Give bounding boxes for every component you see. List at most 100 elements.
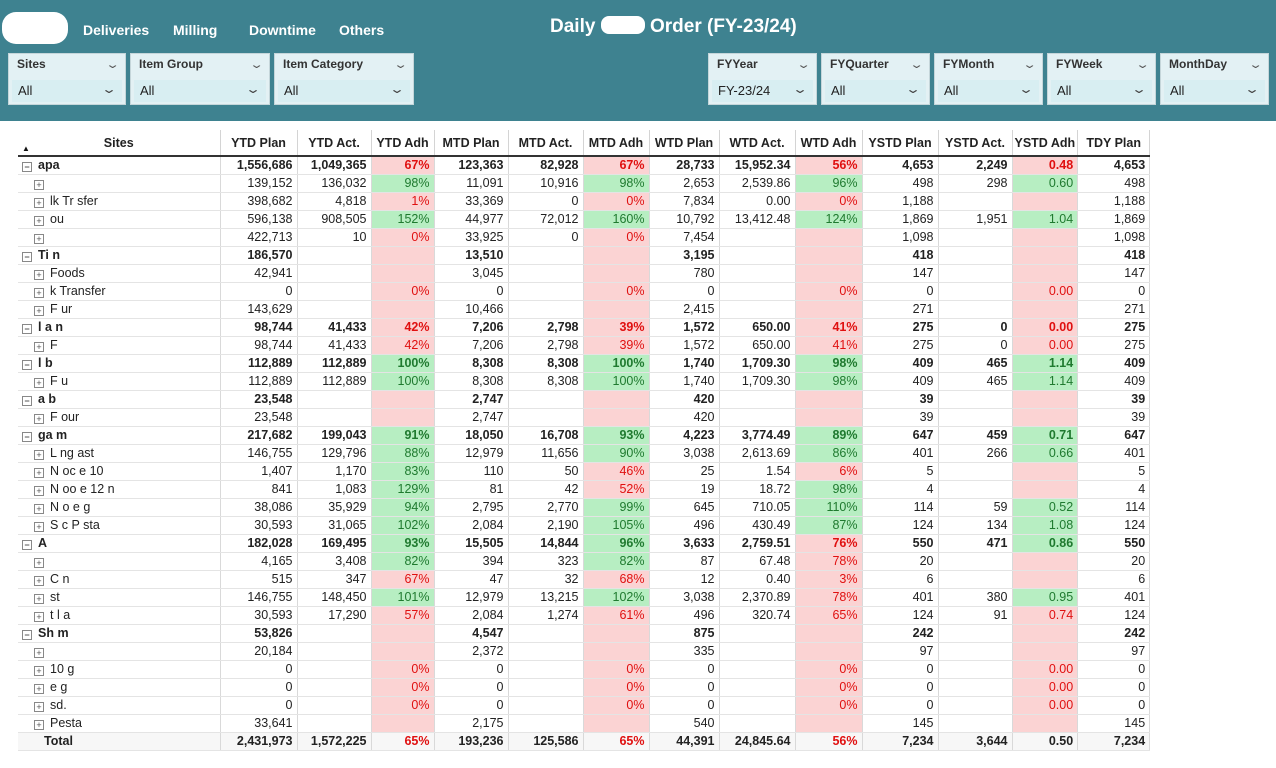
table-row-item[interactable]: +20,184 2,372 335 97 97: [18, 642, 1151, 661]
slicer-fy-quarter-dropdown[interactable]: All ⌄: [825, 80, 926, 102]
chevron-down-icon[interactable]: ⌄: [1135, 58, 1150, 71]
slicer-month-day-dropdown[interactable]: All ⌄: [1164, 80, 1265, 102]
table-row-item[interactable]: +10 g 0 0% 0 0% 0 0% 0 0.00 0: [18, 660, 1151, 679]
expand-icon[interactable]: +: [34, 378, 44, 388]
table-row-item[interactable]: + k Transfer 0 0% 0 0% 0 0% 0 0.00 0: [18, 282, 1151, 301]
table-row-item[interactable]: + F 98,744 41,433 42% 7,206 2,798 39% 1,572 650.0…: [18, 336, 1151, 355]
column-header[interactable]: YSTD Adh: [1012, 130, 1079, 157]
table-row-item[interactable]: + L ng ast 146,755 129,796 88% 12,979 11,656 90…: [18, 444, 1151, 463]
chevron-down-icon[interactable]: ⌄: [1248, 58, 1263, 71]
table-row-item[interactable]: + F u 112,889 112,889 100% 8,308 8,308 100% 1,74…: [18, 372, 1151, 391]
collapse-icon[interactable]: −: [22, 540, 32, 550]
table-row-item[interactable]: + N oo e 12 n 841 1,083 129% 81 42 52% 19 18.72 98…: [18, 480, 1151, 499]
chevron-down-icon[interactable]: ⌄: [249, 58, 264, 71]
table-row-site[interactable]: − Sh m 53,826 4,547 875 242 242: [18, 624, 1151, 643]
expand-icon[interactable]: +: [34, 666, 44, 676]
expand-icon[interactable]: +: [34, 504, 44, 514]
table-row-item[interactable]: + st 146,755 148,450 101% 12,979 13,215 102% 3,…: [18, 588, 1151, 607]
table-row-item[interactable]: + t l a 30,593 17,290 57% 2,084 1,274 61% 496 320…: [18, 606, 1151, 625]
column-header[interactable]: TDY Plan: [1077, 130, 1151, 157]
expand-icon[interactable]: +: [34, 558, 44, 568]
column-header[interactable]: WTD Act.: [719, 130, 796, 157]
column-header[interactable]: MTD Plan: [434, 130, 509, 157]
table-row-item[interactable]: + 422,713 10 0% 33,925 0 0% 7,454 1,098 1,098: [18, 228, 1151, 247]
collapse-icon[interactable]: −: [22, 432, 32, 442]
expand-icon[interactable]: +: [34, 702, 44, 712]
chevron-down-icon[interactable]: ⌄: [909, 58, 924, 71]
expand-icon[interactable]: +: [34, 720, 44, 730]
expand-icon[interactable]: +: [34, 306, 44, 316]
table-row-item[interactable]: + e g 0 0% 0 0% 0 0% 0 0.00 0: [18, 678, 1151, 697]
column-header[interactable]: WTD Adh: [795, 130, 863, 157]
table-row-site[interactable]: − l a n 98,744 41,433 42% 7,206 2,798 39% 1,572 6…: [18, 318, 1151, 337]
nav-milling[interactable]: Milling: [173, 22, 218, 38]
table-row-site[interactable]: − l b 112,889 112,889 100% 8,308 8,308 100% 1,7…: [18, 354, 1151, 373]
expand-icon[interactable]: +: [34, 288, 44, 298]
expand-icon[interactable]: +: [34, 684, 44, 694]
collapse-icon[interactable]: −: [22, 252, 32, 262]
table-row-site[interactable]: − apa 1,556,686 1,049,365 67% 123,363 82,928 6…: [18, 156, 1151, 175]
nav-others[interactable]: Others: [339, 22, 385, 38]
table-row-item[interactable]: +139,152 136,032 98% 11,091 10,916 98% 2,653 2,…: [18, 174, 1151, 193]
table-row-item[interactable]: + lk Tr sfer 398,682 4,818 1% 33,369 0 0% 7,834 0…: [18, 192, 1151, 211]
column-header[interactable]: Sites ▲: [18, 130, 221, 157]
nav-deliveries[interactable]: Deliveries: [83, 22, 150, 38]
expand-icon[interactable]: +: [34, 522, 44, 532]
column-header[interactable]: MTD Act.: [508, 130, 584, 157]
column-header[interactable]: WTD Plan: [649, 130, 720, 157]
table-row-item[interactable]: + N oc e 10 1,407 1,170 83% 110 50 46% 25 1.54 6% 5…: [18, 462, 1151, 481]
expand-icon[interactable]: +: [34, 468, 44, 478]
expand-icon[interactable]: +: [34, 576, 44, 586]
slicer-fy-week-dropdown[interactable]: All ⌄: [1051, 80, 1152, 102]
collapse-icon[interactable]: −: [22, 396, 32, 406]
table-row-item[interactable]: + sd. 0 0% 0 0% 0 0% 0 0.00 0: [18, 696, 1151, 715]
column-header[interactable]: YSTD Plan: [862, 130, 939, 157]
expand-icon[interactable]: +: [34, 342, 44, 352]
chevron-down-icon[interactable]: ⌄: [1022, 58, 1037, 71]
collapse-icon[interactable]: −: [22, 324, 32, 334]
table-row-site[interactable]: − ga m 217,682 199,043 91% 18,050 16,708 93% 4,2…: [18, 426, 1151, 445]
expand-icon[interactable]: +: [34, 180, 44, 190]
expand-icon[interactable]: +: [34, 486, 44, 496]
table-row-site[interactable]: − a b 23,548 2,747 420 39 39: [18, 390, 1151, 409]
slicer-fy-month-dropdown[interactable]: All ⌄: [938, 80, 1039, 102]
expand-icon[interactable]: +: [34, 648, 44, 658]
collapse-icon[interactable]: −: [22, 630, 32, 640]
nav-downtime[interactable]: Downtime: [249, 22, 316, 38]
value-cell: 67.48: [719, 552, 796, 571]
column-header[interactable]: MTD Adh: [583, 130, 650, 157]
sort-ascending-icon[interactable]: ▲: [22, 144, 30, 153]
slicer-fy-year-dropdown[interactable]: FY-23/24 ⌄: [712, 80, 813, 102]
collapse-icon[interactable]: −: [22, 162, 32, 173]
collapse-icon[interactable]: −: [22, 360, 32, 370]
table-row-item[interactable]: +4,165 3,408 82% 394 323 82% 87 67.48 78% 20 20: [18, 552, 1151, 571]
table-row-item[interactable]: + ou 596,138 908,505 152% 44,977 72,012 160% 10…: [18, 210, 1151, 229]
chevron-down-icon[interactable]: ⌄: [393, 58, 408, 71]
table-row-site[interactable]: − Ti n 186,570 13,510 3,195 418 418: [18, 246, 1151, 265]
expand-icon[interactable]: +: [34, 594, 44, 604]
expand-icon[interactable]: +: [34, 270, 44, 280]
table-row-item[interactable]: + C n 515 347 67% 47 32 68% 12 0.40 3% 6 6: [18, 570, 1151, 589]
column-header[interactable]: YSTD Act.: [938, 130, 1013, 157]
expand-icon[interactable]: +: [34, 198, 44, 208]
table-row-item[interactable]: + F ur 143,629 10,466 2,415 271 271: [18, 300, 1151, 319]
column-header[interactable]: YTD Plan: [220, 130, 298, 157]
chevron-down-icon[interactable]: ⌄: [796, 58, 811, 71]
table-row-item[interactable]: + Pesta 33,641 2,175 540 145 145: [18, 714, 1151, 733]
table-row-site[interactable]: − A 182,028 169,495 93% 15,505 14,844 96% 3,633 2…: [18, 534, 1151, 553]
slicer-item-group-dropdown[interactable]: All ⌄: [134, 80, 266, 102]
expand-icon[interactable]: +: [34, 216, 44, 226]
slicer-sites-dropdown[interactable]: All ⌄: [12, 80, 122, 102]
table-row-item[interactable]: + Foods 42,941 3,045 780 147 147: [18, 264, 1151, 283]
slicer-item-category-dropdown[interactable]: All ⌄: [278, 80, 410, 102]
column-header[interactable]: YTD Adh: [371, 130, 435, 157]
expand-icon[interactable]: +: [34, 234, 44, 244]
chevron-down-icon[interactable]: ⌄: [105, 58, 120, 71]
expand-icon[interactable]: +: [34, 414, 44, 424]
column-header[interactable]: YTD Act.: [297, 130, 372, 157]
table-row-item[interactable]: + S c P sta 30,593 31,065 102% 2,084 2,190 105%…: [18, 516, 1151, 535]
expand-icon[interactable]: +: [34, 612, 44, 622]
expand-icon[interactable]: +: [34, 450, 44, 460]
table-row-item[interactable]: + F our 23,548 2,747 420 39 39: [18, 408, 1151, 427]
table-row-item[interactable]: + N o e g 38,086 35,929 94% 2,795 2,770 99% 645 7…: [18, 498, 1151, 517]
